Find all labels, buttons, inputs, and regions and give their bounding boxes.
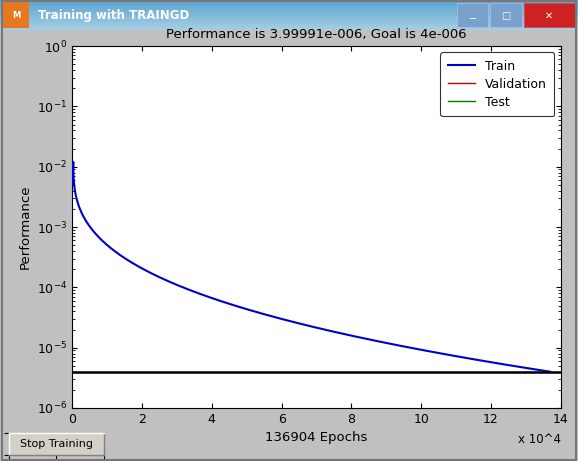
Text: M: M — [12, 11, 20, 20]
FancyBboxPatch shape — [524, 3, 575, 27]
FancyBboxPatch shape — [457, 3, 488, 27]
Y-axis label: Performance: Performance — [18, 185, 31, 269]
FancyBboxPatch shape — [3, 2, 29, 28]
Text: Training with TRAINGD: Training with TRAINGD — [38, 9, 189, 22]
Text: Stop Training: Stop Training — [20, 439, 93, 449]
FancyBboxPatch shape — [490, 3, 522, 27]
Text: ─: ─ — [469, 13, 475, 24]
X-axis label: 136904 Epochs: 136904 Epochs — [265, 431, 368, 444]
Text: x 10^4: x 10^4 — [518, 433, 561, 446]
Legend: Train, Validation, Test: Train, Validation, Test — [440, 53, 554, 116]
Text: ✕: ✕ — [545, 11, 553, 21]
Title: Performance is 3.99991e-006, Goal is 4e-006: Performance is 3.99991e-006, Goal is 4e-… — [166, 28, 467, 41]
Text: □: □ — [501, 11, 510, 21]
